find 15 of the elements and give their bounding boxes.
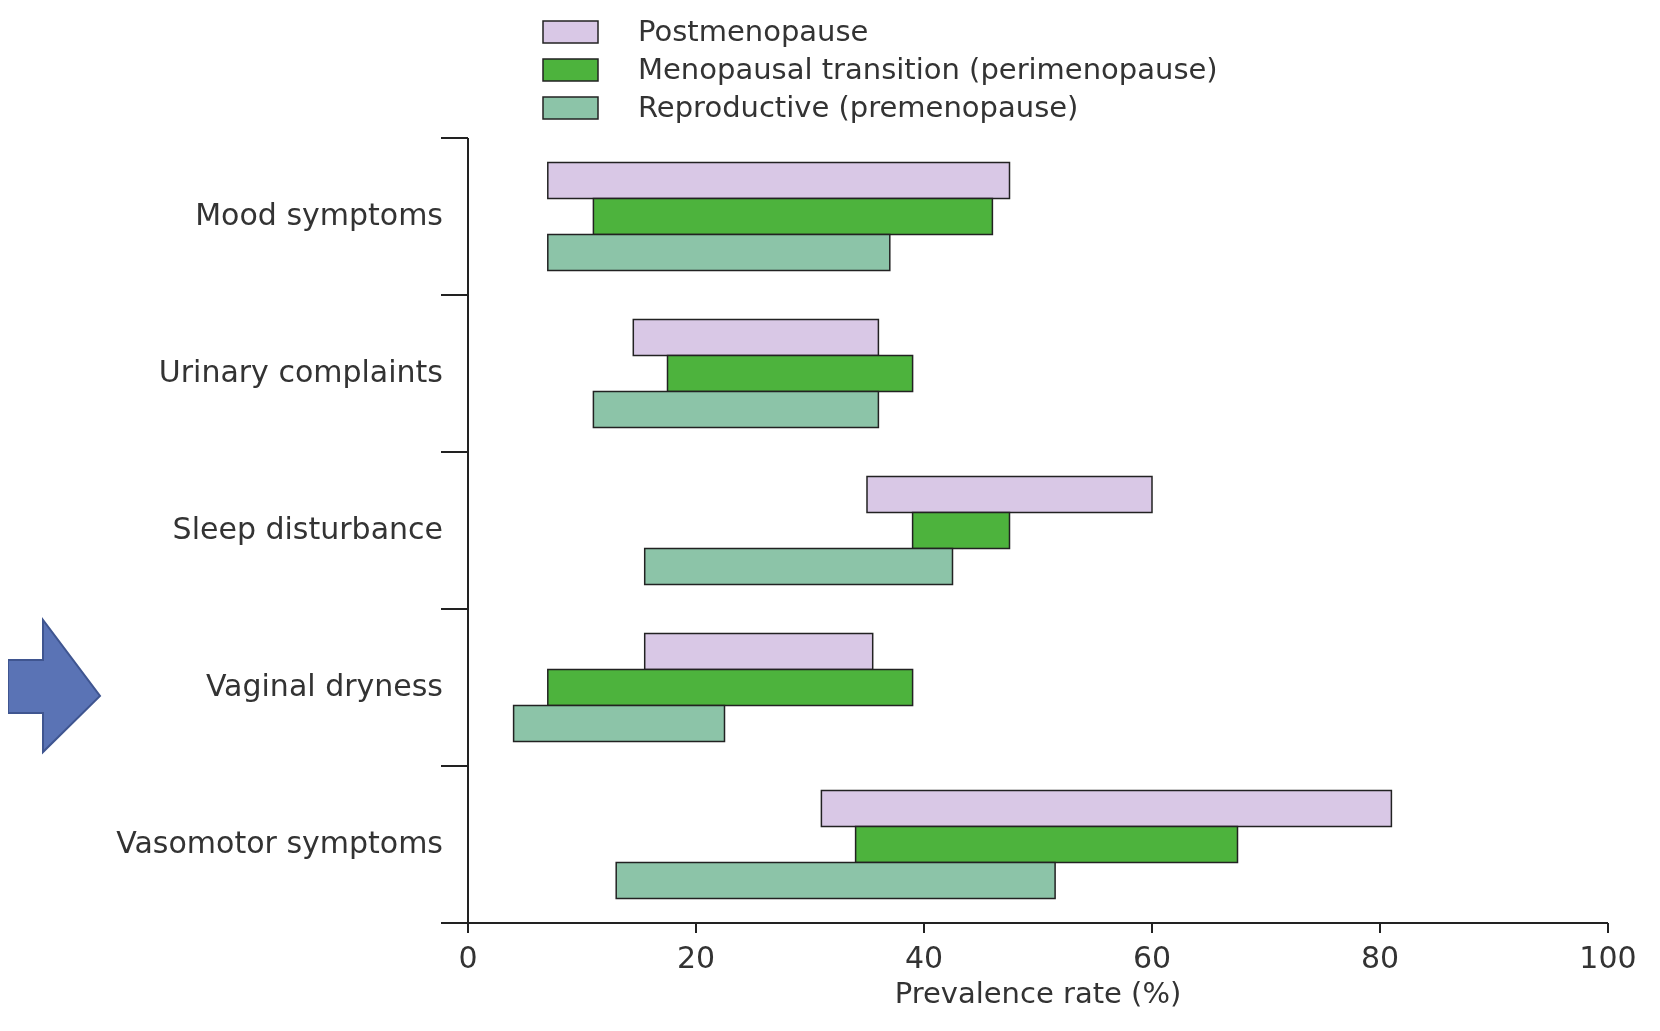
legend-label: Reproductive (premenopause) <box>638 90 1079 124</box>
x-axis-title: Prevalence rate (%) <box>894 976 1182 1010</box>
legend-label: Menopausal transition (perimenopause) <box>638 52 1218 86</box>
x-tick-label: 20 <box>676 940 716 975</box>
x-tick-label: 0 <box>458 940 478 975</box>
x-tick-label: 40 <box>904 940 944 975</box>
y-tick-label: Vasomotor symptoms <box>116 825 443 860</box>
y-tick-label: Sleep disturbance <box>172 511 443 546</box>
y-tick-label: Urinary complaints <box>158 354 443 389</box>
y-tick-label: Vaginal dryness <box>205 668 443 703</box>
legend-label: Postmenopause <box>638 14 869 48</box>
x-tick-label: 60 <box>1132 940 1172 975</box>
x-tick-label: 100 <box>1579 940 1637 975</box>
x-tick-label: 80 <box>1360 940 1400 975</box>
y-tick-label: Mood symptoms <box>195 197 443 232</box>
